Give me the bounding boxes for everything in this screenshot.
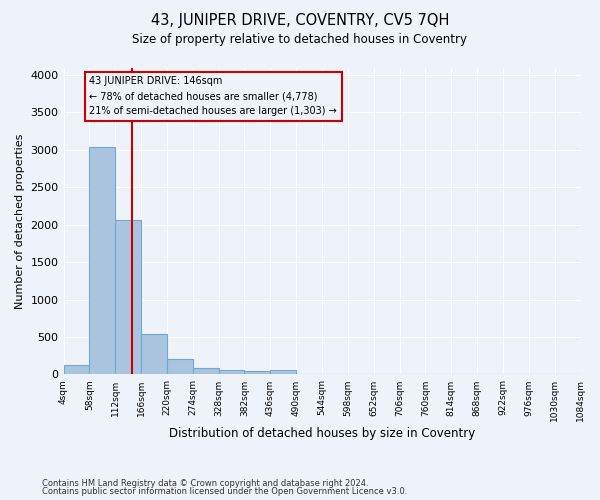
X-axis label: Distribution of detached houses by size in Coventry: Distribution of detached houses by size … bbox=[169, 427, 475, 440]
Bar bbox=[167, 359, 193, 374]
Bar bbox=[115, 220, 141, 374]
Text: 43 JUNIPER DRIVE: 146sqm
← 78% of detached houses are smaller (4,778)
21% of sem: 43 JUNIPER DRIVE: 146sqm ← 78% of detach… bbox=[89, 76, 337, 116]
Bar bbox=[218, 370, 244, 374]
Y-axis label: Number of detached properties: Number of detached properties bbox=[15, 134, 25, 308]
Bar bbox=[244, 372, 271, 374]
Text: Contains HM Land Registry data © Crown copyright and database right 2024.: Contains HM Land Registry data © Crown c… bbox=[42, 478, 368, 488]
Bar bbox=[89, 147, 115, 374]
Text: Size of property relative to detached houses in Coventry: Size of property relative to detached ho… bbox=[133, 32, 467, 46]
Bar bbox=[141, 334, 167, 374]
Bar bbox=[64, 364, 89, 374]
Bar bbox=[193, 368, 218, 374]
Bar bbox=[271, 370, 296, 374]
Text: Contains public sector information licensed under the Open Government Licence v3: Contains public sector information licen… bbox=[42, 487, 407, 496]
Text: 43, JUNIPER DRIVE, COVENTRY, CV5 7QH: 43, JUNIPER DRIVE, COVENTRY, CV5 7QH bbox=[151, 12, 449, 28]
